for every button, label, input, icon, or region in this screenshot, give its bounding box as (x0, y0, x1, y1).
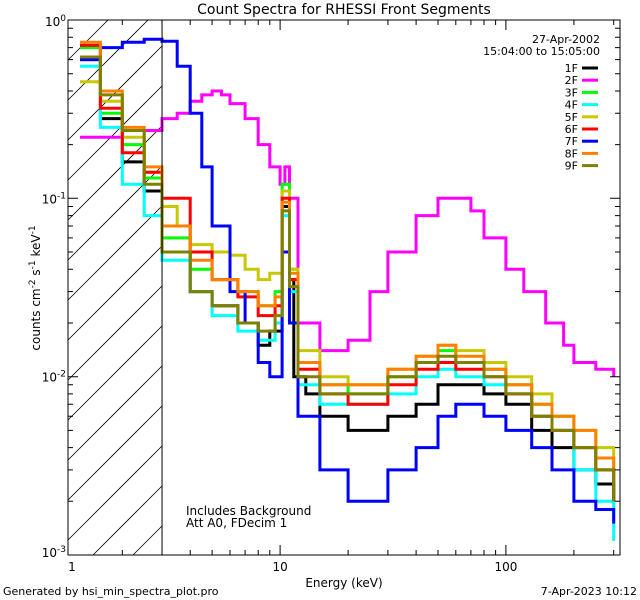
legend-label-4F: 4F (565, 99, 578, 112)
legend-label-5F: 5F (565, 111, 578, 124)
footer-date: 7-Apr-2023 10:12 (541, 585, 637, 598)
plot-frame (67, 19, 621, 556)
y-tick-label: 100 (45, 14, 66, 29)
chart-title: Count Spectra for RHESSI Front Segments (197, 2, 491, 18)
tick-marks (68, 19, 620, 556)
series-line-2F (80, 89, 616, 377)
x-tick-label: 100 (494, 560, 517, 574)
time-range-label: 15:04:00 to 15:05:00 (483, 45, 600, 58)
series-line-5F (80, 80, 616, 470)
axis-ticks (68, 19, 620, 556)
legend-label-2F: 2F (565, 74, 578, 87)
date-label: 27-Apr-2002 (532, 33, 600, 46)
annotation-attenuator: Att A0, FDecim 1 (186, 516, 287, 530)
x-tick-label: 10 (272, 560, 287, 574)
annotation-background: Includes Background (186, 504, 311, 518)
legend-label-9F: 9F (565, 160, 578, 173)
hatch-lines (67, 19, 163, 556)
series-line-1F (80, 58, 616, 502)
legend-label-6F: 6F (565, 123, 578, 136)
series-line-7F (80, 37, 616, 524)
x-tick-label: 1 (68, 560, 76, 574)
y-tick-label: 10-2 (42, 370, 66, 385)
y-tick-label: 10-3 (42, 545, 66, 560)
legend-label-7F: 7F (565, 135, 578, 148)
hatched-region (67, 19, 163, 556)
legend-label-8F: 8F (565, 147, 578, 160)
legend-label-1F: 1F (565, 62, 578, 75)
y-axis-label: counts cm-2 s-1 keV-1 (28, 225, 43, 350)
series-layer (80, 37, 616, 541)
series-line-6F (80, 43, 616, 502)
footer-generated: Generated by hsi_min_spectra_plot.pro (3, 585, 219, 598)
x-axis-label: Energy (keV) (305, 576, 382, 590)
legend-label-3F: 3F (565, 86, 578, 99)
series-line-9F (80, 55, 616, 502)
y-tick-label: 10-1 (42, 191, 66, 206)
